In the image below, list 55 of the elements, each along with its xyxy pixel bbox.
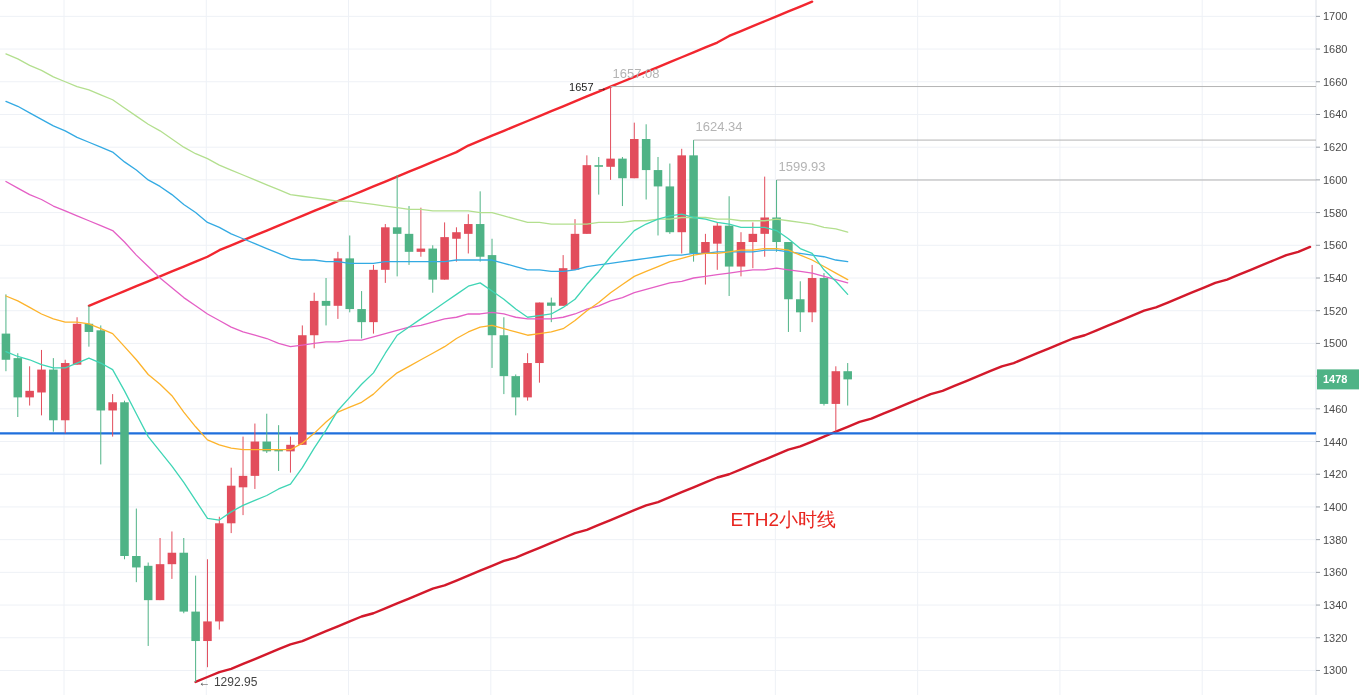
y-tick-label: 1640 [1323,108,1348,121]
y-tick-label: 1680 [1323,43,1348,56]
candlestick [452,226,461,263]
candlestick [464,213,473,254]
candlestick [796,280,805,333]
line-series [5,100,849,273]
candlestick [108,393,117,438]
y-tick-label: 1660 [1323,75,1348,88]
y-tick-label: 1700 [1323,10,1348,23]
ref-line-label: 1624.34 [695,119,743,135]
y-tick-label: 1560 [1323,239,1348,252]
ref-line-label: 1599.93 [778,159,826,174]
y-tick-label: 1320 [1323,631,1348,644]
y-tick-label: 1520 [1323,304,1348,317]
candlestick [653,156,663,236]
candlestick [760,176,769,258]
y-tick-label: 1600 [1323,173,1348,186]
candlestick [357,290,366,340]
candlestick [594,156,603,196]
candlestick [713,221,722,271]
candlestick [748,221,758,269]
line-series [5,53,849,233]
candlestick [203,558,212,668]
y-tick-label: 1540 [1323,272,1348,284]
y-tick-label: 1420 [1323,468,1348,481]
candlestick [618,156,627,207]
line-series [5,180,849,348]
candlestick [843,362,852,407]
candlestick [404,205,414,266]
candlestick [547,297,556,323]
y-tick-label: 1340 [1323,599,1348,612]
y-tick-label: 1460 [1323,402,1348,415]
y-tick-label: 1580 [1323,206,1348,219]
y-tick-label: 1440 [1323,435,1348,448]
candlestick [321,277,331,326]
candlestick [132,508,141,583]
candlestick [167,530,177,580]
candlestick [25,365,34,407]
y-tick-label: 1400 [1323,500,1348,513]
y-tick-label: 1620 [1323,141,1348,154]
candlestick [238,436,248,516]
annotation: ← 1292.95 [198,675,258,689]
candlestick [511,373,520,416]
annotation: 1657 → [569,80,608,93]
candlestick [606,86,615,181]
candlestick [701,233,710,286]
y-tick-label: 1360 [1323,566,1348,579]
candlestick [392,174,402,277]
y-tick-label: 1300 [1323,664,1348,677]
line-series [194,245,1312,684]
candlestick [37,349,46,416]
y-tick-label: 1500 [1323,337,1348,350]
text: 1478 [1323,373,1348,386]
annotation: ETH2小时线 [730,509,836,531]
y-tick-label: 1380 [1323,533,1348,546]
